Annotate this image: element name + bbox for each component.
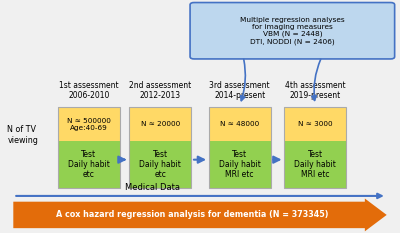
Text: Test
Daily habit
MRI etc: Test Daily habit MRI etc <box>294 150 336 179</box>
Bar <box>58 107 120 141</box>
Text: N ≈ 500000
Age:40-69: N ≈ 500000 Age:40-69 <box>67 118 111 131</box>
Bar <box>209 107 270 188</box>
Text: 1st assessment
2006-2010: 1st assessment 2006-2010 <box>59 81 118 100</box>
Text: Medical Data: Medical Data <box>125 183 180 192</box>
Bar <box>209 107 270 141</box>
Bar <box>284 107 346 188</box>
Text: Test
Daily habit
etc: Test Daily habit etc <box>68 150 110 179</box>
Text: N ≈ 48000: N ≈ 48000 <box>220 121 259 127</box>
Text: N ≈ 20000: N ≈ 20000 <box>141 121 180 127</box>
Bar <box>58 141 120 188</box>
Polygon shape <box>13 199 387 231</box>
Bar <box>284 141 346 188</box>
Text: A cox hazard regression analysis for dementia (N = 373345): A cox hazard regression analysis for dem… <box>56 210 328 219</box>
Text: Test
Daily habit
etc: Test Daily habit etc <box>139 150 181 179</box>
Bar <box>209 141 270 188</box>
Text: Test
Daily habit
MRI etc: Test Daily habit MRI etc <box>219 150 261 179</box>
FancyBboxPatch shape <box>190 3 395 59</box>
Bar <box>130 107 191 141</box>
Bar <box>130 141 191 188</box>
Bar <box>58 107 120 188</box>
Text: 4th assessment
2019-present: 4th assessment 2019-present <box>285 81 346 100</box>
Text: N ≈ 3000: N ≈ 3000 <box>298 121 332 127</box>
Bar <box>284 107 346 141</box>
Text: 2nd assessment
2012-2013: 2nd assessment 2012-2013 <box>129 81 192 100</box>
Text: Multiple regression analyses
for imaging measures
VBM (N = 2448)
DTI, NODDI (N =: Multiple regression analyses for imaging… <box>240 17 345 45</box>
Text: 3rd assessment
2014-present: 3rd assessment 2014-present <box>210 81 270 100</box>
Bar <box>130 107 191 188</box>
Text: N of TV
viewing: N of TV viewing <box>7 125 38 145</box>
